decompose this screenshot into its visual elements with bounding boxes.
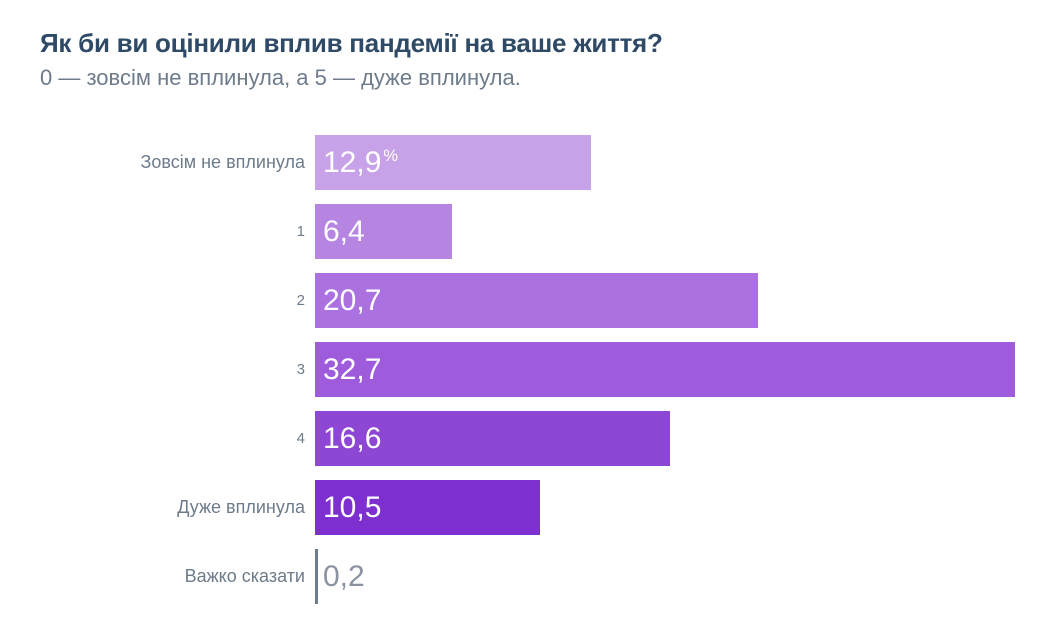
- bar-chart: Зовсім не вплинула12,9%16,4220,7332,7416…: [40, 135, 1015, 604]
- tick-line: [315, 549, 318, 604]
- row-label: 4: [40, 430, 315, 447]
- row-label: Зовсім не вплинула: [40, 152, 315, 173]
- bar-container: 0,2: [315, 549, 1015, 604]
- chart-row: 16,4: [40, 204, 1015, 259]
- bar-value: 0,2: [323, 560, 365, 594]
- bar-container: 32,7: [315, 342, 1015, 397]
- bar-container: 10,5: [315, 480, 1015, 535]
- row-label: 3: [40, 361, 315, 378]
- chart-row: Важко сказати 0,2: [40, 549, 1015, 604]
- bar: 10,5: [315, 480, 540, 535]
- chart-row: 332,7: [40, 342, 1015, 397]
- bar: 6,4: [315, 204, 452, 259]
- chart-row: Зовсім не вплинула 12,9%: [40, 135, 1015, 190]
- bar-value: 10,5: [323, 491, 381, 525]
- row-label: Важко сказати: [40, 566, 315, 587]
- bar-value: 16,6: [323, 422, 381, 456]
- bar: 16,6: [315, 411, 670, 466]
- row-label: 2: [40, 292, 315, 309]
- bar-value: 6,4: [323, 215, 365, 249]
- bar-container: 16,6: [315, 411, 1015, 466]
- percent-suffix: %: [383, 147, 398, 165]
- bar-container: 20,7: [315, 273, 1015, 328]
- chart-row: 416,6: [40, 411, 1015, 466]
- bar: 12,9%: [315, 135, 591, 190]
- row-label: 1: [40, 223, 315, 240]
- bar-value: 12,9%: [323, 146, 398, 180]
- chart-title: Як би ви оцінили вплив пандемії на ваше …: [40, 28, 1015, 59]
- bar: 20,7: [315, 273, 758, 328]
- bar: 32,7: [315, 342, 1015, 397]
- chart-row: Дуже вплинула 10,5: [40, 480, 1015, 535]
- bar-container: 12,9%: [315, 135, 1015, 190]
- chart-row: 220,7: [40, 273, 1015, 328]
- row-label: Дуже вплинула: [40, 497, 315, 518]
- bar-value: 32,7: [323, 353, 381, 387]
- bar-value: 20,7: [323, 284, 381, 318]
- chart-subtitle: 0 — зовсім не вплинула, а 5 — дуже вплин…: [40, 65, 1015, 91]
- bar-container: 6,4: [315, 204, 1015, 259]
